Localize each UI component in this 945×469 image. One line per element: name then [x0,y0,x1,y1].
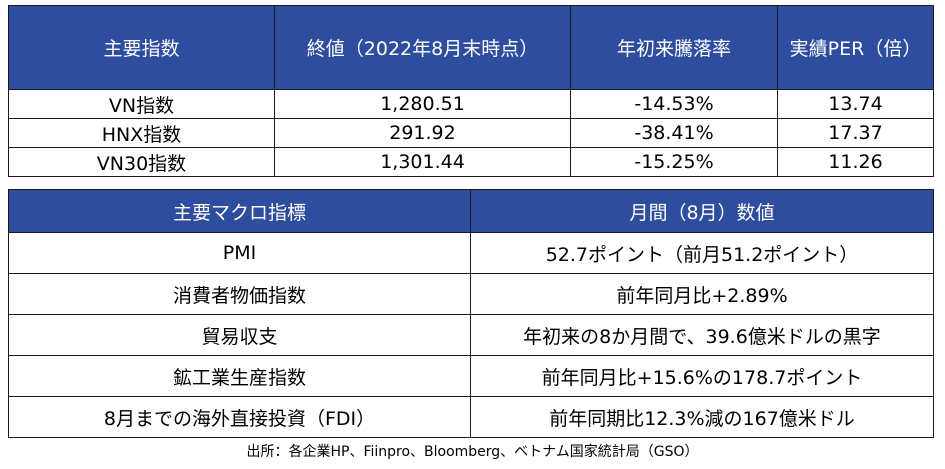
index-name-cell: VN指数 [8,89,275,119]
index-table-header-row: 主要指数 終値（2022年8月末時点） 年初来騰落率 実績PER（倍） [8,5,934,90]
table-row: 8月までの海外直接投資（FDI） 前年同期比12.3%減の167億米ドル [8,396,934,438]
table-row: PMI 52.7ポイント（前月51.2ポイント） [8,232,934,274]
index-ytd-cell: -15.25% [570,147,778,177]
index-close-cell: 1,280.51 [274,89,571,119]
macro-indicator-cell: 8月までの海外直接投資（FDI） [8,396,471,438]
macro-value-cell: 前年同月比+2.89% [470,273,934,315]
index-table: 主要指数 終値（2022年8月末時点） 年初来騰落率 実績PER（倍） VN指数… [8,5,934,177]
macro-indicator-cell: 鉱工業生産指数 [8,355,471,397]
index-header-ytd: 年初来騰落率 [570,5,778,90]
macro-indicator-cell: PMI [8,232,471,274]
table-row: 貿易収支 年初来の8か月間で、39.6億米ドルの黒字 [8,314,934,356]
index-close-cell: 1,301.44 [274,147,571,177]
index-name-cell: VN30指数 [8,147,275,177]
macro-table-header-row: 主要マクロ指標 月間（8月）数値 [8,189,934,233]
source-note: 出所：各企業HP、Fiinpro、Bloomberg、ベトナム国家統計局（GSO… [246,444,699,460]
index-per-cell: 13.74 [777,89,934,119]
index-header-name: 主要指数 [8,5,275,90]
macro-value-cell: 年初来の8か月間で、39.6億米ドルの黒字 [470,314,934,356]
index-ytd-cell: -14.53% [570,89,778,119]
index-per-cell: 11.26 [777,147,934,177]
index-name-cell: HNX指数 [8,118,275,148]
macro-value-cell: 前年同期比12.3%減の167億米ドル [470,396,934,438]
index-ytd-cell: -38.41% [570,118,778,148]
table-row: VN指数 1,280.51 -14.53% 13.74 [8,89,934,119]
table-row: HNX指数 291.92 -38.41% 17.37 [8,118,934,148]
macro-header-value: 月間（8月）数値 [470,189,934,233]
table-row: VN30指数 1,301.44 -15.25% 11.26 [8,147,934,177]
macro-value-cell: 52.7ポイント（前月51.2ポイント） [470,232,934,274]
table-row: 消費者物価指数 前年同月比+2.89% [8,273,934,315]
macro-indicator-cell: 貿易収支 [8,314,471,356]
macro-table: 主要マクロ指標 月間（8月）数値 PMI 52.7ポイント（前月51.2ポイント… [8,189,934,438]
index-per-cell: 17.37 [777,118,934,148]
table-row: 鉱工業生産指数 前年同月比+15.6%の178.7ポイント [8,355,934,397]
index-header-close: 終値（2022年8月末時点） [274,5,571,90]
macro-header-indicator: 主要マクロ指標 [8,189,471,233]
index-close-cell: 291.92 [274,118,571,148]
macro-indicator-cell: 消費者物価指数 [8,273,471,315]
macro-value-cell: 前年同月比+15.6%の178.7ポイント [470,355,934,397]
index-header-per: 実績PER（倍） [777,5,934,90]
